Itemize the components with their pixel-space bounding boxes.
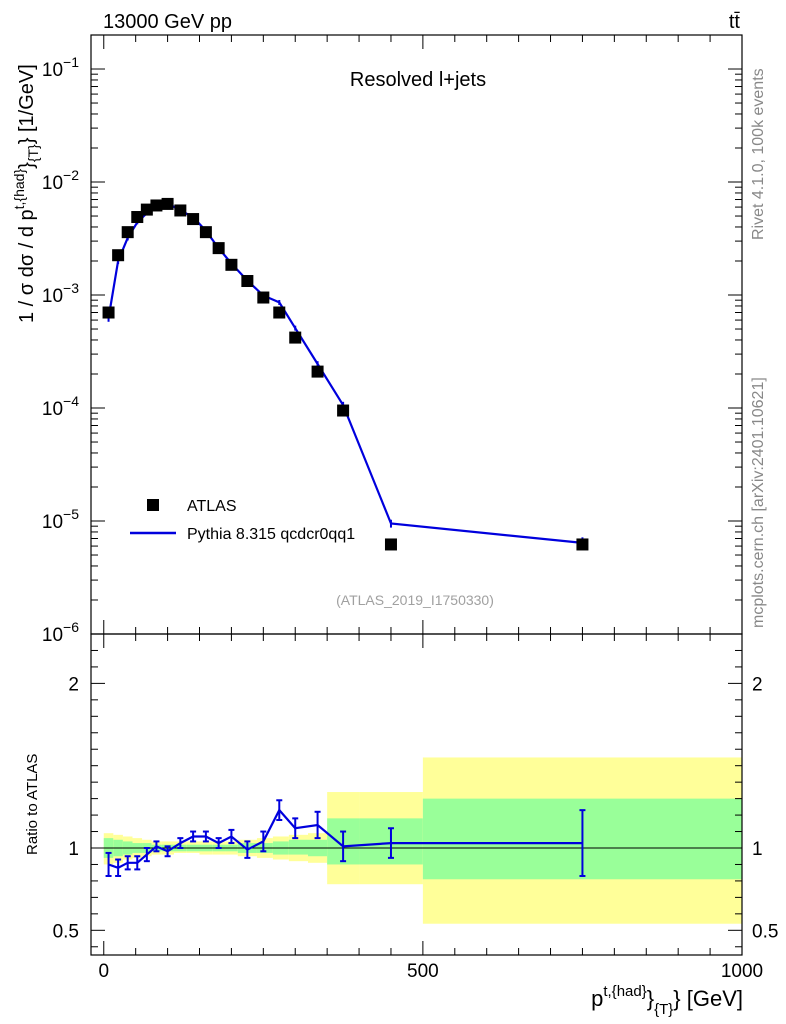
y-tick-label: 10−5 xyxy=(42,506,79,533)
data-point xyxy=(337,404,350,417)
main-plot-frame xyxy=(90,34,743,635)
data-point xyxy=(257,291,270,304)
data-point xyxy=(102,306,115,319)
mc-line xyxy=(107,201,583,544)
data-point xyxy=(121,226,134,239)
legend: ATLAS Pythia 8.315 qcdcr0qq1 xyxy=(130,498,355,543)
side-label-rivet: Rivet 4.1.0, 100k events xyxy=(750,68,767,240)
data-point xyxy=(241,275,254,288)
ratio-tick-label-left: 0.5 xyxy=(53,921,79,942)
data-point xyxy=(150,199,163,212)
header-left-label: 13000 GeV pp xyxy=(103,11,232,33)
data-series xyxy=(102,197,589,551)
y-tick-label: 10−3 xyxy=(42,280,79,307)
data-point xyxy=(161,197,174,210)
data-point xyxy=(187,213,200,226)
mc-series xyxy=(107,201,584,550)
x-tick-label: 500 xyxy=(407,961,439,982)
y-tick-label: 10−2 xyxy=(42,167,79,194)
ratio-axes: 0.5 0.5 1 1 2 2 0 500 1000 xyxy=(53,633,778,982)
legend-label-pythia: Pythia 8.315 qcdcr0qq1 xyxy=(187,526,355,543)
ratio-tick-label-right: 1 xyxy=(752,839,763,860)
ratio-y-axis-label: Ratio to ATLAS xyxy=(24,754,41,855)
ratio-tick-label-right: 0.5 xyxy=(752,921,778,942)
data-point xyxy=(174,204,187,217)
ratio-tick-label-left: 1 xyxy=(68,839,79,860)
legend-label-atlas: ATLAS xyxy=(187,498,237,515)
ratio-bands xyxy=(103,757,742,924)
y-tick-label: 10−4 xyxy=(42,393,79,420)
ratio-plot-frame xyxy=(90,633,743,956)
analysis-id: (ATLAS_2019_I1750330) xyxy=(336,592,494,608)
y-axis-label: 1 / σ dσ / d pt,{had}}{T}} [1/GeV] xyxy=(11,64,41,323)
legend-marker-atlas xyxy=(147,499,159,511)
data-point xyxy=(273,306,286,319)
data-point xyxy=(140,203,153,216)
side-label-mcplots: mcplots.cern.ch [arXiv:2401.10621] xyxy=(750,377,767,628)
ratio-line xyxy=(108,808,583,869)
x-tick-label: 1000 xyxy=(721,961,763,982)
data-point xyxy=(212,242,225,255)
ratio-series xyxy=(105,799,586,877)
ratio-tick-label-left: 2 xyxy=(68,674,79,695)
ratio-tick-label-right: 2 xyxy=(752,674,763,695)
x-axis-label: pt,{had}}{T}} [GeV] xyxy=(591,983,743,1018)
data-point xyxy=(131,211,144,224)
data-point xyxy=(384,538,397,551)
data-point xyxy=(199,226,212,239)
chart-title: Resolved l+jets xyxy=(350,69,486,91)
x-tick-label: 0 xyxy=(98,961,109,982)
header-right-label: tt̄ xyxy=(729,11,741,33)
main-axes: 10−1 10−2 10−3 10−4 10−5 10−6 xyxy=(42,34,743,646)
data-point xyxy=(112,249,125,262)
data-point xyxy=(576,538,589,551)
y-tick-label: 10−6 xyxy=(42,619,79,646)
data-point xyxy=(311,365,324,378)
ratio-band-inner xyxy=(288,839,308,855)
y-tick-label: 10−1 xyxy=(42,54,79,81)
data-point xyxy=(225,258,238,271)
data-point xyxy=(289,331,302,344)
